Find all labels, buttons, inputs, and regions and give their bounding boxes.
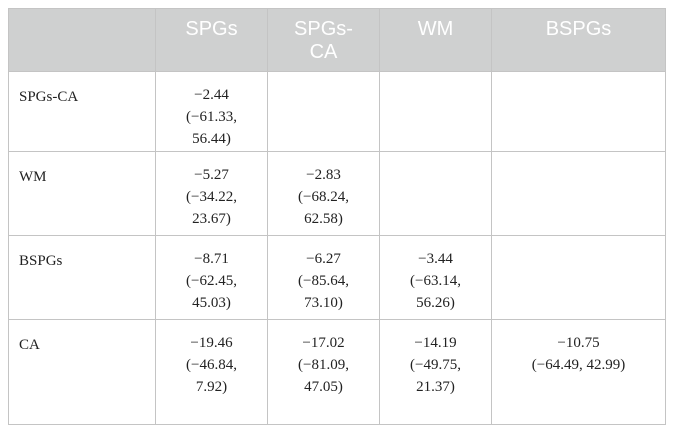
table-cell — [491, 151, 666, 236]
table-cell: −6.27 (−85.64, 73.10) — [267, 234, 380, 321]
column-header-bspgs: BSPGs — [491, 8, 666, 72]
column-header-spgs-ca: SPGs- CA — [267, 8, 380, 72]
table-row: WM −5.27 (−34.22, 23.67) −2.83 (−68.24, … — [8, 151, 666, 236]
row-header-spgs-ca: SPGs-CA — [8, 70, 156, 153]
row-header-wm: WM — [8, 151, 156, 236]
table-cell: −2.44 (−61.33, 56.44) — [155, 70, 268, 153]
table-row: SPGs-CA −2.44 (−61.33, 56.44) — [8, 70, 666, 153]
row-header-bspgs: BSPGs — [8, 234, 156, 321]
table-cell: −8.71 (−62.45, 45.03) — [155, 234, 268, 321]
column-header-spgs: SPGs — [155, 8, 268, 72]
header-row: SPGs SPGs- CA WM BSPGs — [8, 8, 666, 72]
table-cell — [491, 234, 666, 321]
table-cell: −2.83 (−68.24, 62.58) — [267, 151, 380, 236]
table-cell: −19.46 (−46.84, 7.92) — [155, 319, 268, 425]
table-row: BSPGs −8.71 (−62.45, 45.03) −6.27 (−85.6… — [8, 234, 666, 321]
comparison-table: SPGs SPGs- CA WM BSPGs SPGs-CA −2.44 (−6… — [8, 8, 666, 425]
table-cell: −17.02 (−81.09, 47.05) — [267, 319, 380, 425]
table-cell: −10.75 (−64.49, 42.99) — [491, 319, 666, 425]
column-header-wm: WM — [379, 8, 492, 72]
table-cell — [379, 70, 492, 153]
table-cell — [267, 70, 380, 153]
row-header-ca: CA — [8, 319, 156, 425]
header-corner — [8, 8, 156, 72]
table-cell: −3.44 (−63.14, 56.26) — [379, 234, 492, 321]
table-row: CA −19.46 (−46.84, 7.92) −17.02 (−81.09,… — [8, 319, 666, 425]
table-cell: −14.19 (−49.75, 21.37) — [379, 319, 492, 425]
table-cell — [379, 151, 492, 236]
table-cell: −5.27 (−34.22, 23.67) — [155, 151, 268, 236]
table-cell — [491, 70, 666, 153]
